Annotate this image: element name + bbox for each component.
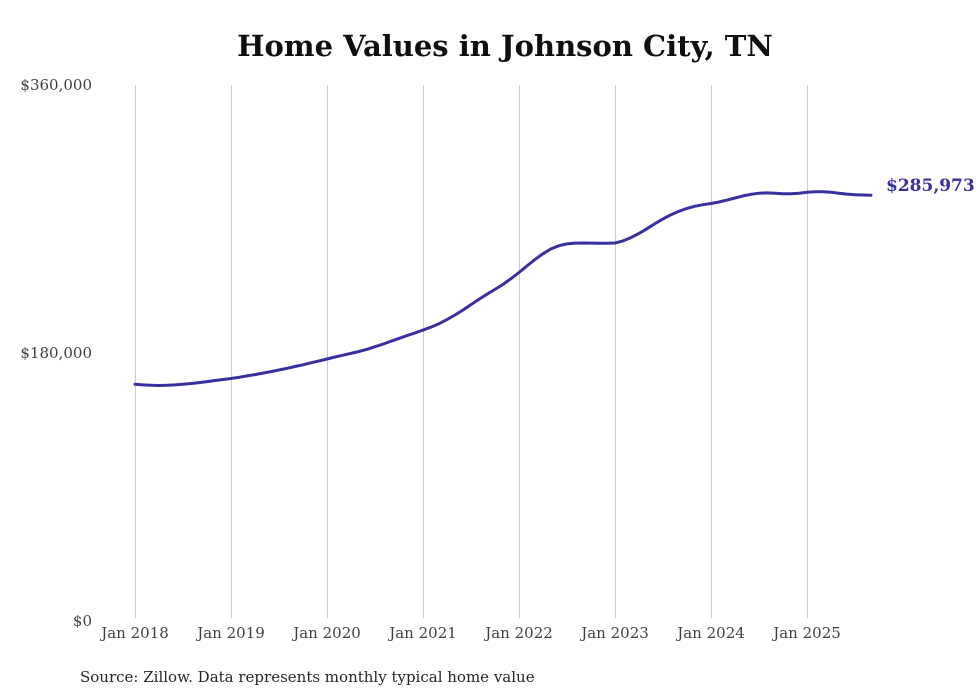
final-value-label: $285,973 [886,176,975,196]
x-tick-label: Jan 2019 [197,624,265,642]
y-tick-label: $0 [72,612,92,630]
x-tick-label: Jan 2023 [581,624,649,642]
x-tick-label: Jan 2025 [773,624,841,642]
x-tick-label: Jan 2021 [389,624,457,642]
x-tick-label: Jan 2022 [485,624,553,642]
x-tick-label: Jan 2018 [101,624,169,642]
home-value-line [133,190,873,387]
x-tick-label: Jan 2020 [293,624,361,642]
y-tick-label: $360,000 [20,76,92,94]
x-tick-label: Jan 2024 [677,624,745,642]
chart-title: Home Values in Johnson City, TN [237,29,773,63]
source-note: Source: Zillow. Data represents monthly … [80,668,535,686]
gridlines [135,85,808,618]
y-tick-label: $180,000 [20,344,92,362]
